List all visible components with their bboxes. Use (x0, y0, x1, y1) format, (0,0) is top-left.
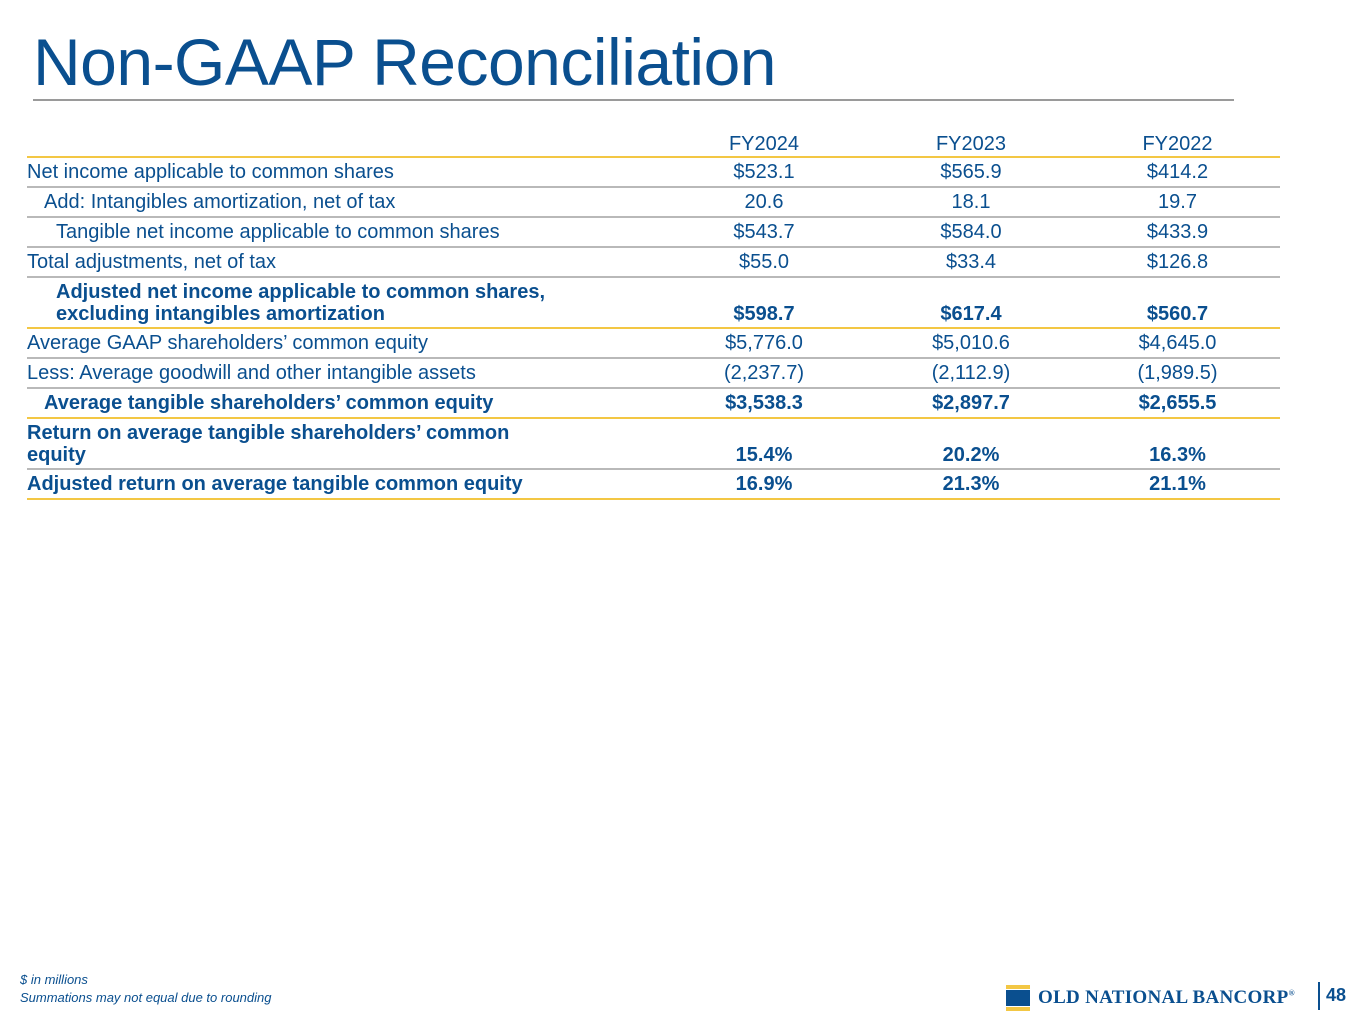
company-name-text: OLD NATIONAL BANCORP (1038, 987, 1289, 1008)
row-label: Total adjustments, net of tax (27, 247, 661, 278)
table-row: Less: Average goodwill and other intangi… (27, 358, 1280, 389)
footnotes: $ in millions Summations may not equal d… (20, 971, 272, 1007)
row-label: Return on average tangible shareholders’… (27, 418, 661, 470)
page-number-divider (1318, 982, 1320, 1010)
row-label-line1: Adjusted net income applicable to common… (56, 281, 545, 303)
cell-fy2022: 16.3% (1075, 418, 1280, 470)
cell-fy2024: $3,538.3 (661, 388, 867, 419)
row-label: Net income applicable to common shares (27, 157, 661, 188)
cell-fy2024: 15.4% (661, 418, 867, 470)
header-fy2024: FY2024 (661, 126, 867, 158)
cell-fy2022: 21.1% (1075, 469, 1280, 500)
table-row: Tangible net income applicable to common… (27, 217, 1280, 248)
cell-fy2023: $5,010.6 (867, 328, 1075, 359)
cell-fy2023: $33.4 (867, 247, 1075, 278)
cell-fy2022: $126.8 (1075, 247, 1280, 278)
cell-fy2024: (2,237.7) (661, 358, 867, 389)
cell-fy2024: 20.6 (661, 187, 867, 218)
cell-fy2024: $523.1 (661, 157, 867, 188)
cell-fy2024: 16.9% (661, 469, 867, 500)
cell-fy2022: $2,655.5 (1075, 388, 1280, 419)
cell-fy2024: $543.7 (661, 217, 867, 248)
cell-fy2023: 18.1 (867, 187, 1075, 218)
table-row: Add: Intangibles amortization, net of ta… (27, 187, 1280, 218)
cell-fy2022: 19.7 (1075, 187, 1280, 218)
cell-fy2023: (2,112.9) (867, 358, 1075, 389)
cell-fy2023: $565.9 (867, 157, 1075, 188)
row-label: Less: Average goodwill and other intangi… (27, 358, 661, 389)
reconciliation-table: FY2024 FY2023 FY2022 Net income applicab… (27, 126, 1280, 500)
footnote-units: $ in millions (20, 972, 88, 987)
row-label: Average tangible shareholders’ common eq… (27, 388, 661, 419)
cell-fy2023: 21.3% (867, 469, 1075, 500)
header-fy2022: FY2022 (1075, 126, 1280, 158)
company-name: OLD NATIONAL BANCORP® (1038, 987, 1295, 1009)
header-label-cell (27, 126, 661, 158)
table-row: Average GAAP shareholders’ common equity… (27, 328, 1280, 359)
cell-fy2023: $2,897.7 (867, 388, 1075, 419)
row-label-line1: Return on average tangible shareholders’… (27, 422, 510, 444)
footnote-rounding: Summations may not equal due to rounding (20, 990, 272, 1005)
cell-fy2024: $598.7 (661, 277, 867, 329)
page-number: 48 (1326, 985, 1347, 1005)
cell-fy2023: 20.2% (867, 418, 1075, 470)
table-row: Average tangible shareholders’ common eq… (27, 388, 1280, 419)
cell-fy2023: $584.0 (867, 217, 1075, 248)
table-row: Net income applicable to common shares $… (27, 157, 1280, 188)
table-header-row: FY2024 FY2023 FY2022 (27, 126, 1280, 158)
title-divider (33, 99, 1234, 101)
company-logo: OLD NATIONAL BANCORP® (1006, 984, 1295, 1012)
table-row: Return on average tangible shareholders’… (27, 418, 1280, 470)
row-label: Add: Intangibles amortization, net of ta… (27, 187, 661, 218)
table-row: Adjusted net income applicable to common… (27, 277, 1280, 329)
row-label: Adjusted return on average tangible comm… (27, 469, 661, 500)
page-title: Non-GAAP Reconciliation (33, 25, 777, 99)
cell-fy2022: $414.2 (1075, 157, 1280, 188)
row-label-line2: excluding intangibles amortization (56, 303, 385, 325)
cell-fy2022: $560.7 (1075, 277, 1280, 329)
cell-fy2022: $4,645.0 (1075, 328, 1280, 359)
row-label: Average GAAP shareholders’ common equity (27, 328, 661, 359)
row-label: Tangible net income applicable to common… (27, 217, 661, 248)
row-label: Adjusted net income applicable to common… (27, 277, 661, 329)
table-row: Total adjustments, net of tax $55.0 $33.… (27, 247, 1280, 278)
old-national-logo-icon (1006, 985, 1030, 1011)
row-label-line2: equity (27, 444, 86, 466)
cell-fy2023: $617.4 (867, 277, 1075, 329)
cell-fy2024: $5,776.0 (661, 328, 867, 359)
cell-fy2022: $433.9 (1075, 217, 1280, 248)
cell-fy2024: $55.0 (661, 247, 867, 278)
registered-mark: ® (1288, 988, 1295, 998)
header-fy2023: FY2023 (867, 126, 1075, 158)
cell-fy2022: (1,989.5) (1075, 358, 1280, 389)
table-row: Adjusted return on average tangible comm… (27, 469, 1280, 500)
